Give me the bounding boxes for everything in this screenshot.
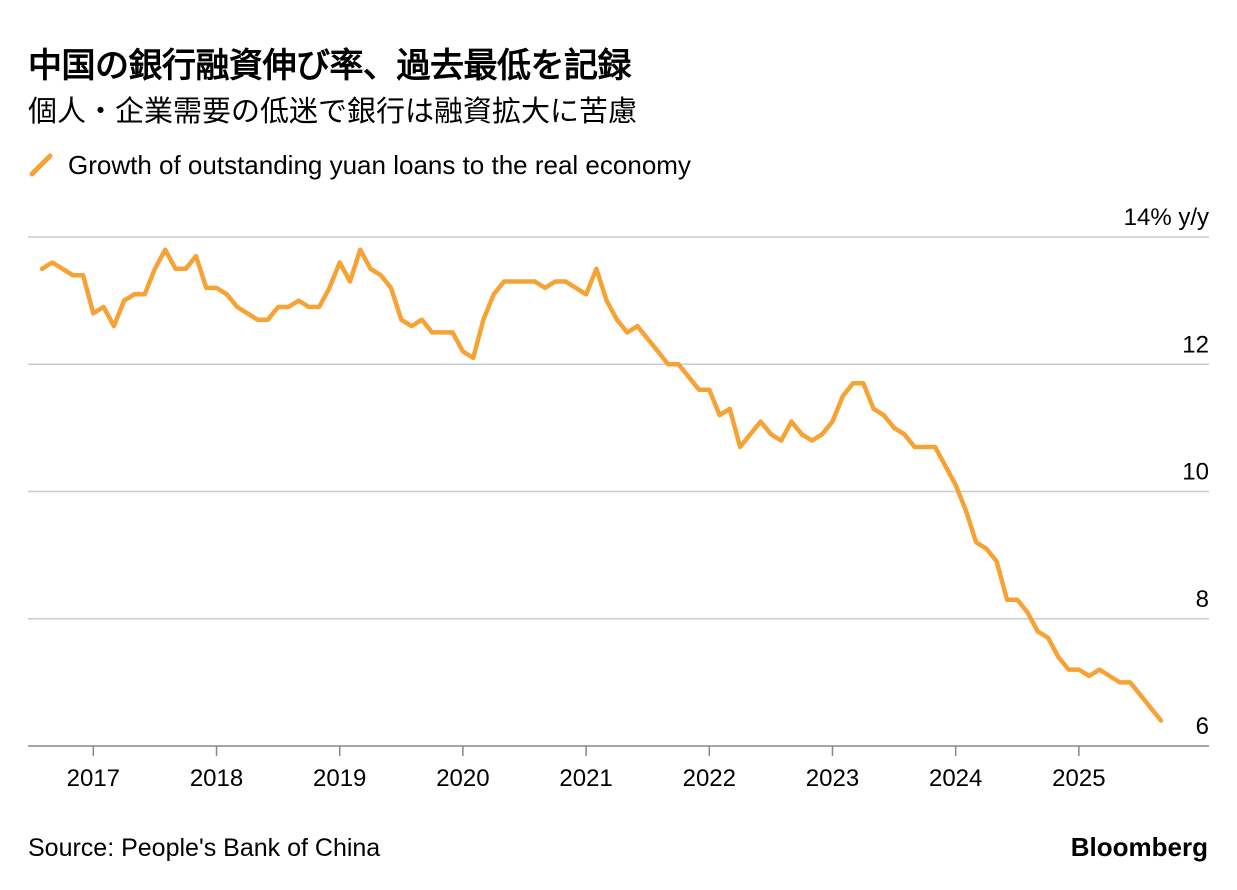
legend-swatch-icon xyxy=(29,153,53,177)
x-tick-label: 2017 xyxy=(67,765,120,792)
x-tick-label: 2021 xyxy=(559,765,612,792)
x-tick-label: 2020 xyxy=(436,765,489,792)
legend-label: Growth of outstanding yuan loans to the … xyxy=(68,149,691,180)
y-tick-label: 14% y/y xyxy=(1124,204,1209,231)
x-tick-label: 2019 xyxy=(313,765,366,792)
series-line-loan-growth xyxy=(39,247,1164,723)
brand-logo: Bloomberg xyxy=(1070,832,1208,862)
y-tick-label: 10 xyxy=(1182,459,1209,486)
y-tick-label: 8 xyxy=(1196,586,1209,613)
chart-subtitle: 個人・企業需要の低迷で銀行は融資拡大に苦慮 xyxy=(28,94,638,128)
legend: Growth of outstanding yuan loans to the … xyxy=(28,148,691,182)
y-tick-label: 6 xyxy=(1196,713,1209,740)
chart-title: 中国の銀行融資伸び率、過去最低を記録 xyxy=(28,46,632,86)
x-tick-label: 2024 xyxy=(929,765,982,792)
x-tick-label: 2025 xyxy=(1052,765,1105,792)
x-tick-label: 2023 xyxy=(806,765,859,792)
line-chart: 14% y/y 12 10 8 6 2017 2018 2019 2020 2021 2022 202… xyxy=(28,204,1209,792)
source-note: Source: People's Bank of China xyxy=(28,834,381,862)
x-tick-label: 2022 xyxy=(683,765,736,792)
x-tick-label: 2018 xyxy=(190,765,243,792)
y-tick-label: 12 xyxy=(1182,331,1209,358)
